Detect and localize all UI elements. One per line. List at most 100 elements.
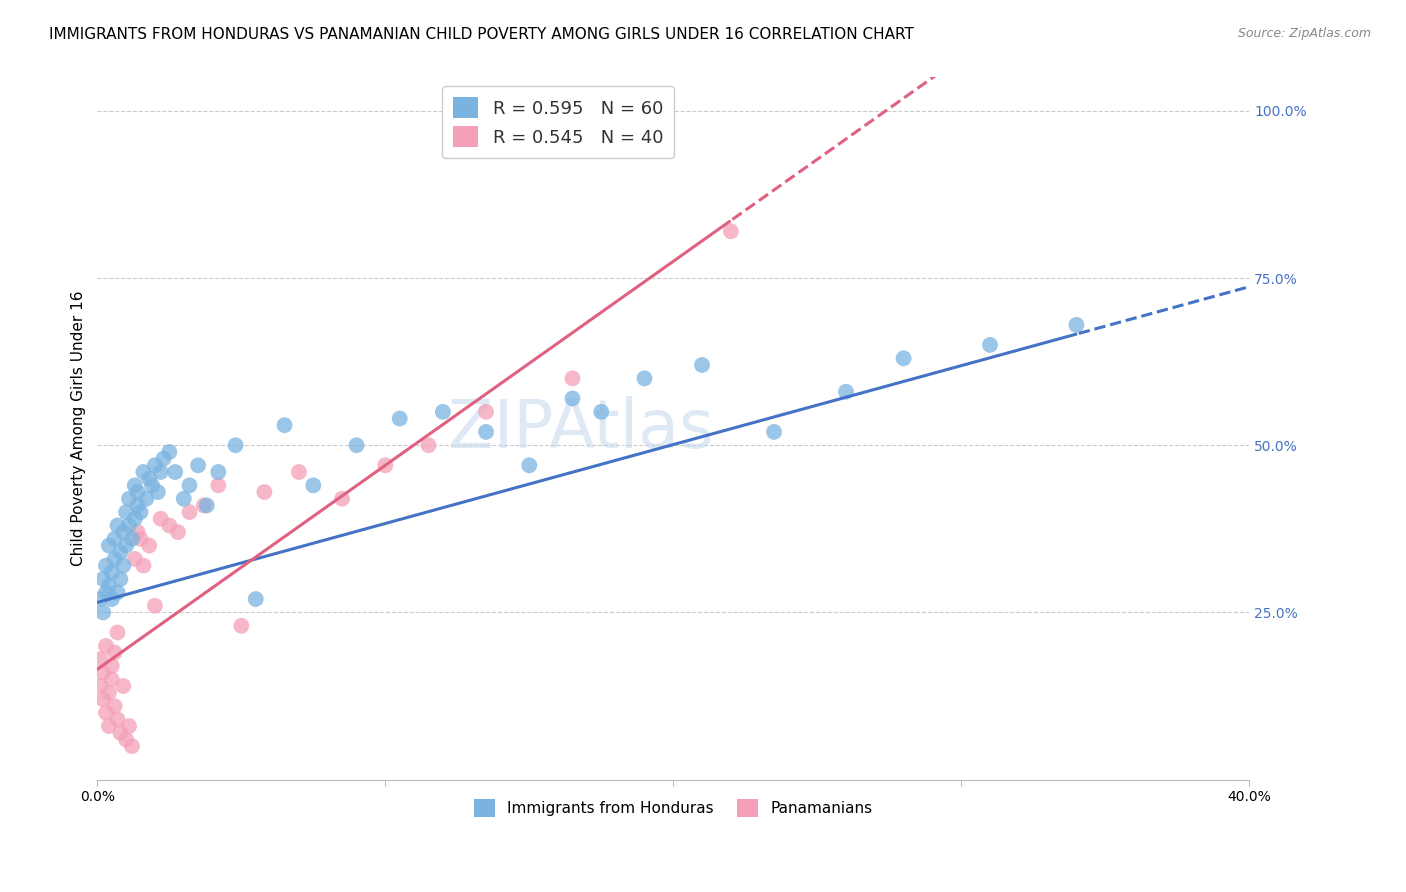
Point (388, 411, 411, 425)
Point (763, 425, 786, 439)
Point (107, 518, 129, 533)
Point (207, 478, 229, 492)
Point (165, 465, 187, 479)
Point (432, 405, 454, 419)
Point (475, 425, 498, 439)
Point (100, 592, 122, 607)
Point (110, 726, 132, 740)
Point (118, 719, 141, 733)
Point (135, 491, 157, 506)
Point (121, 739, 143, 754)
Point (94, 558, 117, 573)
Point (110, 572, 132, 586)
Point (330, 491, 353, 506)
Point (89, 652, 111, 666)
Point (107, 713, 129, 727)
Text: IMMIGRANTS FROM HONDURAS VS PANAMANIAN CHILD POVERTY AMONG GIRLS UNDER 16 CORREL: IMMIGRANTS FROM HONDURAS VS PANAMANIAN C… (49, 27, 914, 42)
Point (179, 478, 201, 492)
Point (100, 566, 122, 580)
Point (253, 485, 276, 500)
Point (97, 686, 120, 700)
Point (89, 592, 111, 607)
Point (104, 646, 127, 660)
Point (207, 465, 229, 479)
Point (273, 418, 295, 433)
Point (132, 465, 155, 479)
Point (138, 539, 160, 553)
Point (115, 505, 138, 519)
Point (418, 438, 440, 452)
Point (231, 619, 253, 633)
Point (195, 499, 218, 513)
Legend: Immigrants from Honduras, Panamanians: Immigrants from Honduras, Panamanians (467, 792, 880, 824)
Point (112, 679, 135, 693)
Point (104, 532, 127, 546)
Point (129, 505, 152, 519)
Point (89, 679, 111, 693)
Point (127, 525, 149, 540)
Text: ZIPAtlas: ZIPAtlas (449, 395, 714, 461)
Point (94, 585, 117, 599)
Point (633, 371, 655, 385)
Point (91, 572, 114, 586)
Point (124, 478, 146, 492)
Point (115, 539, 138, 553)
Point (143, 599, 166, 613)
Point (187, 458, 209, 473)
Point (149, 512, 172, 526)
Point (835, 384, 858, 399)
Point (124, 512, 146, 526)
Point (91, 665, 114, 680)
Point (104, 699, 127, 714)
Point (374, 458, 396, 473)
Point (118, 518, 141, 533)
Point (121, 532, 143, 546)
Point (118, 491, 141, 506)
Point (302, 478, 325, 492)
Point (115, 732, 138, 747)
Text: Source: ZipAtlas.com: Source: ZipAtlas.com (1237, 27, 1371, 40)
Point (124, 552, 146, 566)
Point (97, 579, 120, 593)
Point (91, 606, 114, 620)
Point (149, 465, 172, 479)
Point (346, 438, 368, 452)
Point (225, 438, 247, 452)
Point (94, 639, 117, 653)
Point (132, 558, 155, 573)
Point (591, 405, 613, 419)
Point (157, 518, 180, 533)
Point (143, 458, 166, 473)
Point (127, 499, 149, 513)
Point (561, 392, 583, 406)
Point (110, 545, 132, 559)
Point (141, 478, 163, 492)
Point (475, 405, 498, 419)
Point (97, 719, 120, 733)
Point (146, 485, 169, 500)
Y-axis label: Child Poverty Among Girls Under 16: Child Poverty Among Girls Under 16 (72, 291, 86, 566)
Point (245, 592, 267, 607)
Point (173, 491, 195, 506)
Point (107, 625, 129, 640)
Point (127, 485, 149, 500)
Point (112, 558, 135, 573)
Point (157, 445, 180, 459)
Point (91, 692, 114, 706)
Point (152, 451, 174, 466)
Point (97, 539, 120, 553)
Point (690, 358, 713, 372)
Point (893, 351, 915, 366)
Point (288, 465, 311, 479)
Point (100, 673, 122, 687)
Point (979, 338, 1001, 352)
Point (100, 659, 122, 673)
Point (193, 499, 215, 513)
Point (129, 532, 152, 546)
Point (517, 458, 540, 473)
Point (561, 371, 583, 385)
Point (107, 585, 129, 599)
Point (167, 525, 190, 540)
Point (720, 224, 742, 238)
Point (94, 706, 117, 720)
